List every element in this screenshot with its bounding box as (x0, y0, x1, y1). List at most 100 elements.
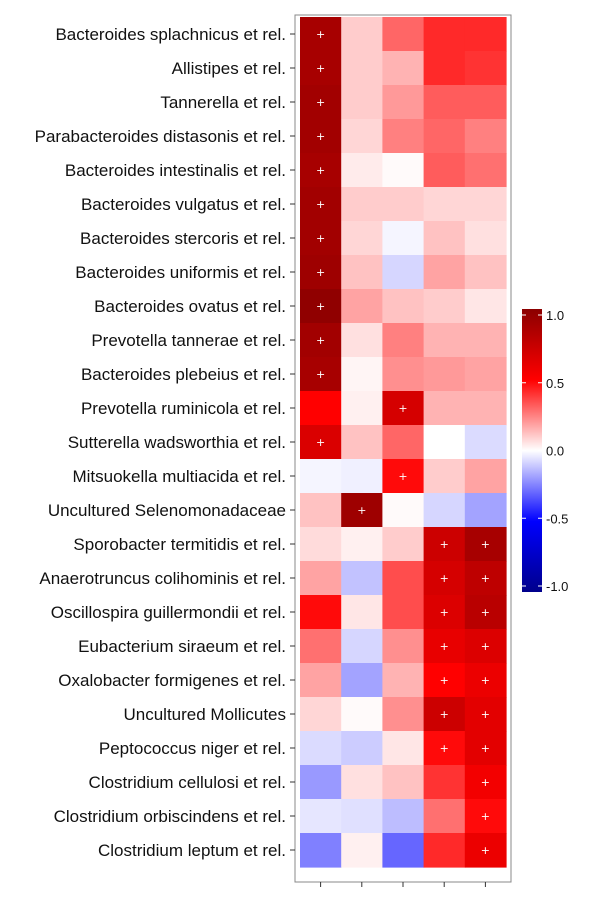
heatmap-cell (464, 357, 507, 392)
legend-tick-label: 1.0 (546, 308, 564, 323)
heatmap-cell (382, 17, 425, 52)
row-label: Allistipes et rel. (172, 59, 286, 78)
heatmap-cell (423, 799, 466, 834)
heatmap-cell (464, 799, 507, 834)
heatmap-cell (300, 833, 342, 868)
significance-mark: + (398, 402, 407, 415)
heatmap-cell (423, 561, 466, 596)
heatmap-cell (382, 595, 425, 630)
heatmap-cell (464, 425, 507, 460)
row-label: Peptococcus niger et rel. (99, 739, 286, 758)
heatmap-cell (382, 323, 425, 358)
significance-mark: + (481, 844, 490, 857)
heatmap-cell (341, 731, 383, 766)
heatmap-cell (300, 153, 342, 188)
heatmap-cell (300, 561, 342, 596)
column-ticks (320, 882, 486, 887)
heatmap-cell (382, 255, 425, 290)
heatmap-cell (464, 731, 507, 766)
row-label: Parabacteroides distasonis et rel. (35, 127, 286, 146)
heatmap-cell (300, 391, 342, 426)
legend-tick-label: 0.0 (546, 444, 564, 459)
heatmap-cell (382, 561, 425, 596)
heatmap-cell (341, 289, 383, 324)
row-label: Tannerella et rel. (160, 93, 286, 112)
significance-mark: + (481, 606, 490, 619)
significance-mark: + (440, 708, 449, 721)
heatmap-cell (382, 833, 425, 868)
heatmap-cell (423, 595, 466, 630)
significance-mark: + (316, 436, 325, 449)
heatmap-cell (464, 493, 507, 528)
heatmap-cell (423, 119, 466, 154)
heatmap-cell (341, 425, 383, 460)
heatmap-cell (423, 221, 466, 256)
heatmap-cell (423, 425, 466, 460)
significance-mark: + (440, 640, 449, 653)
heatmap-cell (341, 833, 383, 868)
heatmap-cell (341, 663, 383, 698)
heatmap-cell (423, 51, 466, 86)
heatmap-cell (423, 697, 466, 732)
row-label: Oscillospira guillermondii et rel. (51, 603, 286, 622)
heatmap-cell (341, 85, 383, 120)
legend-tick-label: -1.0 (546, 579, 568, 594)
heatmap-cell (300, 85, 342, 120)
significance-mark: + (398, 470, 407, 483)
significance-mark: + (316, 164, 325, 177)
significance-mark: + (316, 334, 325, 347)
heatmap-cell (382, 527, 425, 562)
row-label: Uncultured Mollicutes (123, 705, 286, 724)
heatmap-cell (464, 663, 507, 698)
heatmap-cell (300, 697, 342, 732)
row-label: Bacteroides vulgatus et rel. (81, 195, 286, 214)
heatmap-cell (300, 357, 342, 392)
row-label: Uncultured Selenomonadaceae (48, 501, 286, 520)
significance-mark: + (440, 606, 449, 619)
heatmap-cell (300, 119, 342, 154)
significance-mark: + (481, 708, 490, 721)
row-label: Bacteroides stercoris et rel. (80, 229, 286, 248)
heatmap-cell (382, 51, 425, 86)
row-label: Bacteroides plebeius et rel. (81, 365, 286, 384)
heatmap-cell (300, 629, 342, 664)
heatmap-cell (341, 323, 383, 358)
heatmap-cell (382, 663, 425, 698)
heatmap-cell (300, 595, 342, 630)
heatmap-cell (382, 799, 425, 834)
heatmap-cell (300, 493, 342, 528)
heatmap-cell (382, 697, 425, 732)
heatmap-cell (423, 629, 466, 664)
heatmap-cell (382, 765, 425, 800)
significance-mark: + (316, 96, 325, 109)
heatmap-cell (423, 663, 466, 698)
row-label: Prevotella ruminicola et rel. (81, 399, 286, 418)
significance-mark: + (316, 266, 325, 279)
heatmap-cell (341, 629, 383, 664)
row-label: Bacteroides uniformis et rel. (75, 263, 286, 282)
row-label: Bacteroides intestinalis et rel. (65, 161, 286, 180)
heatmap-cell (300, 799, 342, 834)
row-label: Sutterella wadsworthia et rel. (68, 433, 286, 452)
heatmap-cell (341, 187, 383, 222)
heatmap-cell (382, 629, 425, 664)
heatmap-cell (300, 187, 342, 222)
row-label: Anaerotruncus colihominis et rel. (39, 569, 286, 588)
significance-mark: + (316, 28, 325, 41)
heatmap-cell (300, 459, 342, 494)
heatmap-cell (341, 527, 383, 562)
heatmap-cell (300, 663, 342, 698)
heatmap-cell (423, 833, 466, 868)
heatmap-cell (423, 255, 466, 290)
color-legend: 1.0 0.5 0.0 -0.5 -1.0 (522, 308, 568, 594)
heatmap-cell (382, 425, 425, 460)
heatmap-cell (464, 221, 507, 256)
heatmap-cell (341, 153, 383, 188)
heatmap-cell (423, 17, 466, 52)
heatmap-cell (423, 187, 466, 222)
heatmap-cell (300, 425, 342, 460)
heatmap-cell (464, 459, 507, 494)
heatmap-cell (464, 527, 507, 562)
row-labels: Bacteroides splachnicus et rel. Allistipe… (35, 25, 286, 860)
